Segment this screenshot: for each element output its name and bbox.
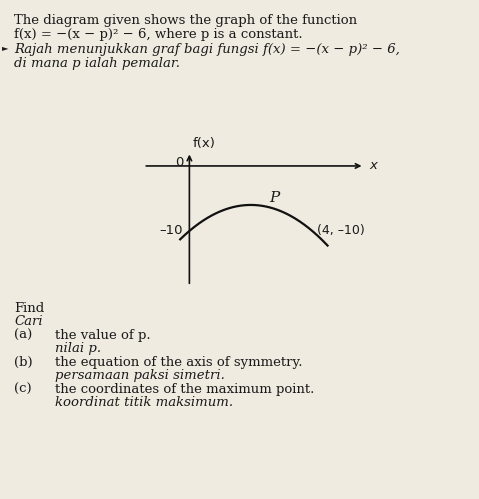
- Text: Cari: Cari: [14, 315, 43, 328]
- Text: the equation of the axis of symmetry.: the equation of the axis of symmetry.: [55, 356, 303, 369]
- Text: x: x: [369, 160, 377, 173]
- Text: (a): (a): [14, 329, 33, 342]
- Text: –10: –10: [160, 225, 183, 238]
- Text: persamaan paksi simetri.: persamaan paksi simetri.: [55, 369, 225, 382]
- Text: di mana p ialah pemalar.: di mana p ialah pemalar.: [14, 57, 181, 70]
- Text: The diagram given shows the graph of the function: The diagram given shows the graph of the…: [14, 14, 357, 27]
- Text: f(x) = −(x − p)² − 6, where p is a constant.: f(x) = −(x − p)² − 6, where p is a const…: [14, 28, 303, 41]
- Text: (b): (b): [14, 356, 33, 369]
- Text: (4, –10): (4, –10): [317, 225, 365, 238]
- Text: Rajah menunjukkan graf bagi fungsi f(x) = −(x − p)² − 6,: Rajah menunjukkan graf bagi fungsi f(x) …: [14, 43, 400, 56]
- Text: P: P: [269, 192, 279, 206]
- Text: f(x): f(x): [193, 137, 216, 150]
- Text: Find: Find: [14, 302, 45, 315]
- Text: the coordinates of the maximum point.: the coordinates of the maximum point.: [55, 383, 314, 396]
- Text: ►: ►: [2, 43, 9, 52]
- Text: koordinat titik maksimum.: koordinat titik maksimum.: [55, 396, 233, 409]
- Text: nilai p.: nilai p.: [55, 342, 101, 355]
- Text: (c): (c): [14, 383, 32, 396]
- Text: 0: 0: [175, 156, 183, 169]
- Text: the value of p.: the value of p.: [55, 329, 151, 342]
